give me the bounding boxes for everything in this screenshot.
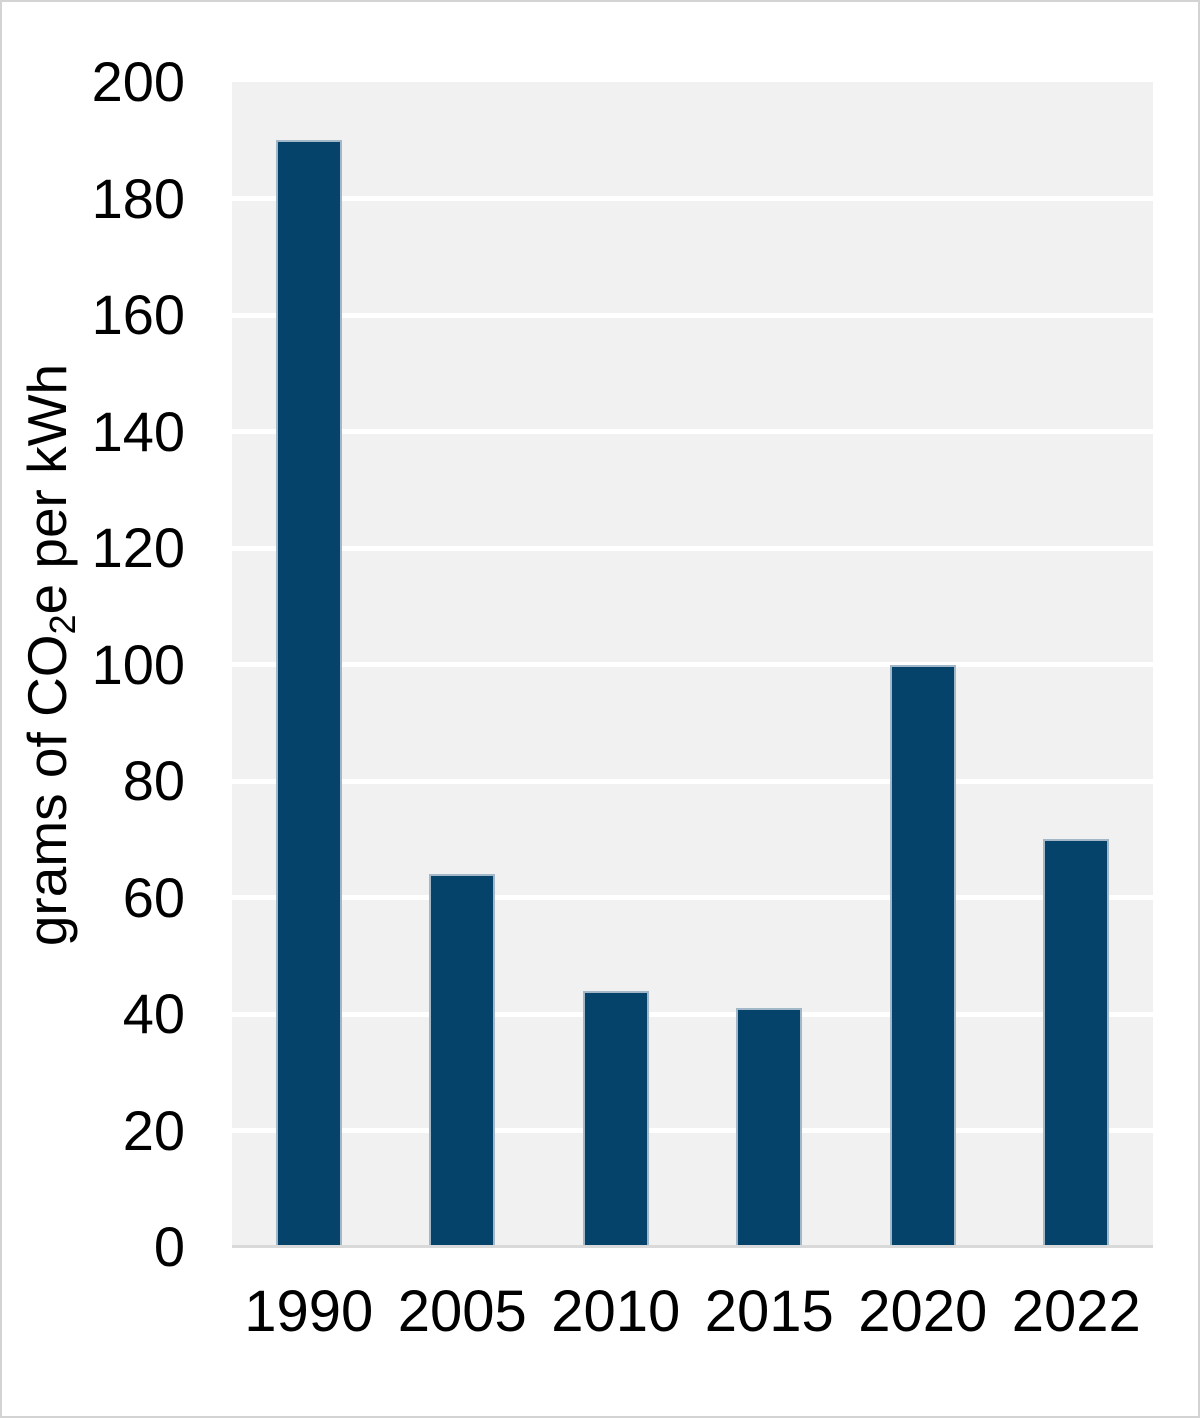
gridline-y-40	[232, 1011, 1153, 1017]
x-axis-line	[232, 1245, 1153, 1248]
gridline-y-100	[232, 662, 1153, 667]
gridline-y-60	[232, 895, 1153, 900]
y-tick-label-80: 80	[122, 749, 185, 812]
y-tick-label-60: 60	[122, 865, 185, 929]
y-tick-label-120: 120	[91, 516, 185, 579]
y-tick-label-0: 0	[153, 1215, 185, 1278]
bar-2005	[429, 874, 496, 1247]
y-tick-label-140: 140	[91, 399, 185, 463]
y-tick-label-200: 200	[91, 50, 185, 113]
y-tick-label-160: 160	[91, 283, 185, 346]
y-axis-title-prefix: grams of CO	[16, 634, 78, 947]
y-tick-label-40: 40	[122, 982, 185, 1045]
gridline-y-120	[232, 545, 1153, 551]
gridline-y-180	[232, 196, 1153, 201]
gridline-y-160	[232, 312, 1153, 318]
y-axis-title-subscript: 2	[42, 614, 83, 635]
gridline-y-80	[232, 778, 1153, 784]
bar-1990	[275, 140, 342, 1247]
x-tick-label-1990: 1990	[244, 1279, 374, 1344]
bar-2010	[582, 990, 649, 1247]
x-tick-label-2022: 2022	[1011, 1279, 1141, 1344]
x-tick-label-2005: 2005	[397, 1279, 527, 1344]
y-tick-label-100: 100	[91, 632, 185, 696]
gridline-y-140	[232, 429, 1153, 434]
gridline-y-20	[232, 1128, 1153, 1133]
y-axis-title-suffix: e per kWh	[16, 363, 78, 615]
x-tick-label-2015: 2015	[704, 1279, 834, 1344]
bar-2015	[736, 1008, 803, 1247]
x-tick-label-2020: 2020	[858, 1279, 988, 1344]
plot-area	[232, 82, 1153, 1247]
y-tick-label-180: 180	[91, 166, 185, 230]
bar-2020	[889, 664, 956, 1247]
y-tick-label-20: 20	[122, 1098, 185, 1162]
bar-2022	[1043, 839, 1110, 1247]
y-axis-title: grams of CO2e per kWh	[6, 155, 88, 1155]
x-tick-label-2010: 2010	[551, 1279, 681, 1344]
